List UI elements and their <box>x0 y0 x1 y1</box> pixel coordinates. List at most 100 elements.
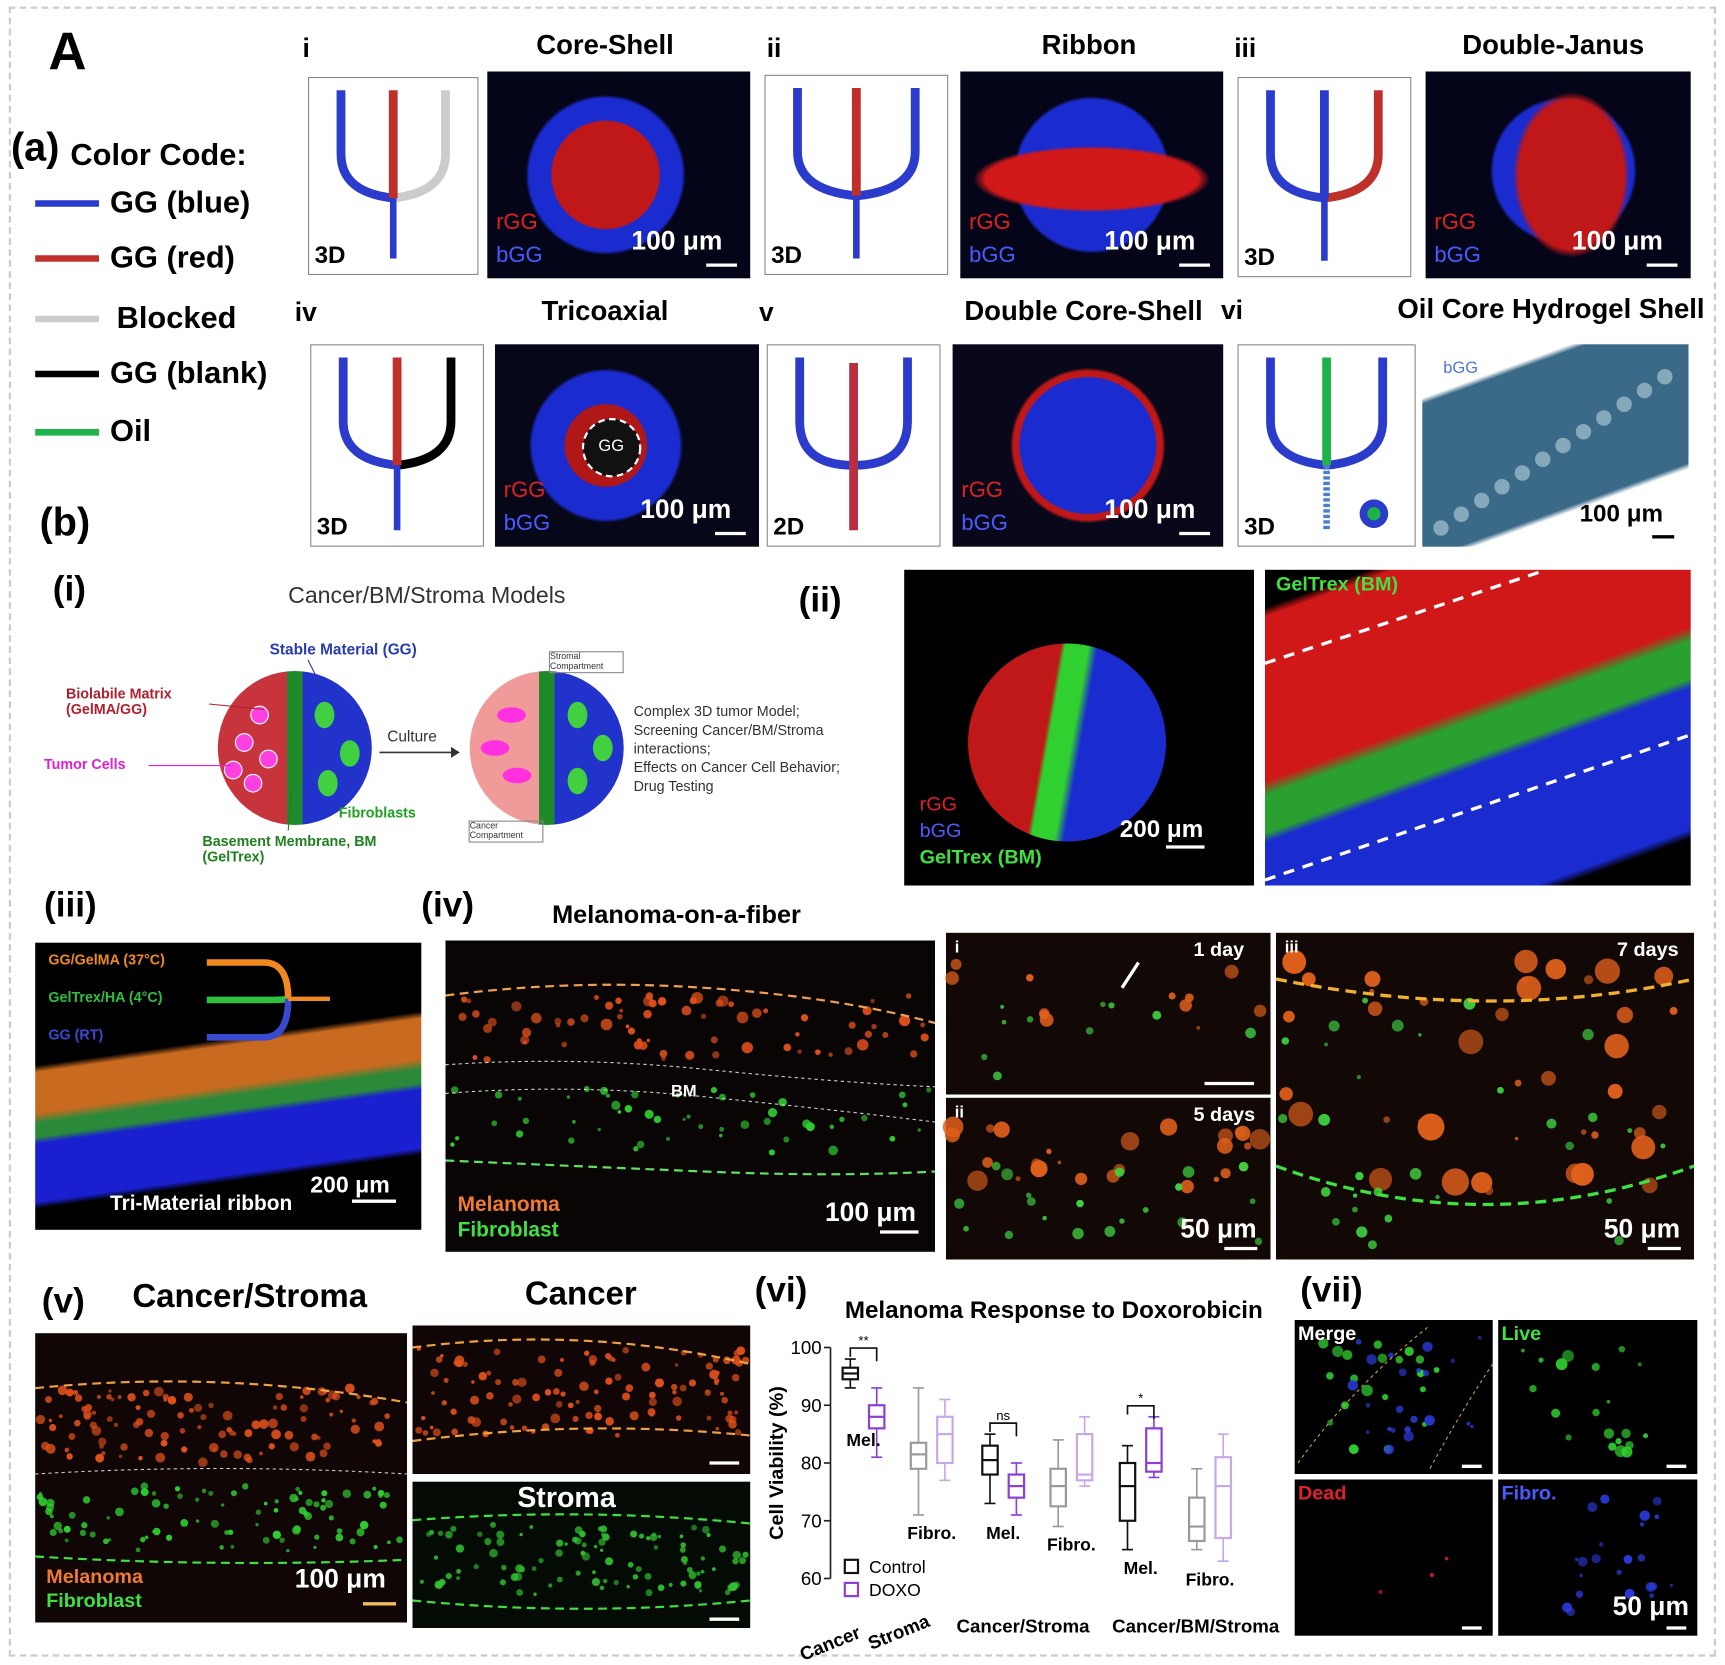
cell <box>509 1425 515 1430</box>
channel <box>396 357 456 470</box>
cell <box>532 1393 541 1402</box>
cell <box>1652 1104 1667 1120</box>
cell <box>709 1369 719 1380</box>
cell <box>594 994 599 1000</box>
cell <box>1324 1042 1329 1047</box>
design-title: Double-Janus <box>1462 29 1645 61</box>
compartment-edge <box>445 983 936 1025</box>
cell <box>568 1137 575 1144</box>
cell <box>95 1453 105 1463</box>
channel <box>392 90 450 203</box>
legend-label: GG (blue) <box>110 184 251 219</box>
cell <box>698 1124 704 1130</box>
cell <box>1637 1362 1642 1367</box>
cell <box>1373 1340 1383 1349</box>
cell <box>81 1405 88 1412</box>
micrograph <box>952 344 1224 547</box>
cell <box>682 1117 686 1121</box>
cell <box>508 1402 513 1407</box>
cell <box>477 1531 483 1537</box>
cell <box>1429 1572 1434 1577</box>
cell <box>1495 1007 1509 1022</box>
fiber-edge <box>1297 1325 1431 1464</box>
cell <box>455 1359 463 1368</box>
cell <box>636 1140 645 1149</box>
cell <box>1327 1419 1334 1426</box>
cell <box>561 1041 568 1048</box>
cell <box>294 1496 300 1502</box>
cell <box>415 1426 423 1434</box>
cell <box>632 1574 639 1580</box>
cell <box>625 1384 634 1393</box>
cell <box>478 1372 487 1381</box>
cell <box>627 1027 636 1035</box>
box <box>1118 1461 1137 1522</box>
channel-label: Live <box>1501 1322 1542 1345</box>
cell <box>585 1411 593 1420</box>
cell <box>778 1098 787 1107</box>
cell <box>499 1579 506 1586</box>
cell <box>646 1038 651 1043</box>
cell <box>208 1402 214 1409</box>
cell <box>600 1532 605 1537</box>
annotation: Cancer Compartment <box>468 820 544 843</box>
y-tick-label: 60 <box>801 1568 822 1589</box>
cell <box>653 1545 659 1550</box>
cell <box>1583 975 1594 985</box>
cell <box>603 1578 608 1584</box>
cell <box>719 1126 725 1132</box>
cell <box>64 1538 69 1543</box>
cell <box>74 1419 81 1427</box>
cell <box>1072 1227 1084 1240</box>
scale-bar-label: 200 μm <box>310 1172 390 1198</box>
cell <box>1279 1087 1293 1101</box>
panel-label: (iv) <box>421 884 475 924</box>
cell <box>783 1136 790 1143</box>
cell <box>445 1572 452 1580</box>
cell <box>700 1569 705 1574</box>
cell <box>615 997 622 1004</box>
cell <box>1618 1345 1626 1353</box>
cell <box>1477 1335 1482 1340</box>
cell <box>533 1592 537 1596</box>
cell <box>593 1544 598 1549</box>
annotation: Basement Membrane, BM (GelTrex) <box>202 832 377 865</box>
significance-bracket <box>1126 1404 1155 1420</box>
cell <box>327 1390 337 1400</box>
cell <box>305 1498 313 1507</box>
channel-label: Dead <box>1298 1481 1347 1504</box>
panel-label: (iii) <box>44 884 97 924</box>
cell <box>647 1408 656 1417</box>
cell <box>188 1407 194 1413</box>
cell <box>1384 1214 1393 1223</box>
droplet <box>1616 396 1632 412</box>
legend-label: GG (blank) <box>110 355 268 390</box>
cell <box>321 1490 328 1497</box>
cell <box>584 1350 590 1356</box>
core-outline <box>581 418 642 478</box>
cell <box>1546 1118 1557 1129</box>
droplet <box>1636 382 1653 399</box>
cell <box>81 1522 88 1529</box>
cell <box>484 1537 492 1546</box>
cell <box>1466 1421 1471 1426</box>
cell <box>1606 1399 1611 1404</box>
cell <box>320 1504 327 1511</box>
cell <box>605 1377 613 1385</box>
cell <box>633 1040 643 1050</box>
cell <box>752 1008 762 1018</box>
cell <box>518 1566 526 1573</box>
box <box>936 1415 954 1465</box>
group-label: Fibro. <box>1186 1569 1235 1589</box>
cell <box>1591 1131 1599 1139</box>
cell <box>113 1422 119 1427</box>
cell <box>700 1556 705 1561</box>
cell <box>160 1439 168 1447</box>
cell <box>622 1392 631 1401</box>
cell <box>127 1393 136 1402</box>
cell <box>668 1582 673 1587</box>
cell <box>1332 1345 1344 1358</box>
cell <box>700 1013 707 1019</box>
tumor-cell <box>234 733 254 752</box>
cell <box>1643 1433 1649 1439</box>
